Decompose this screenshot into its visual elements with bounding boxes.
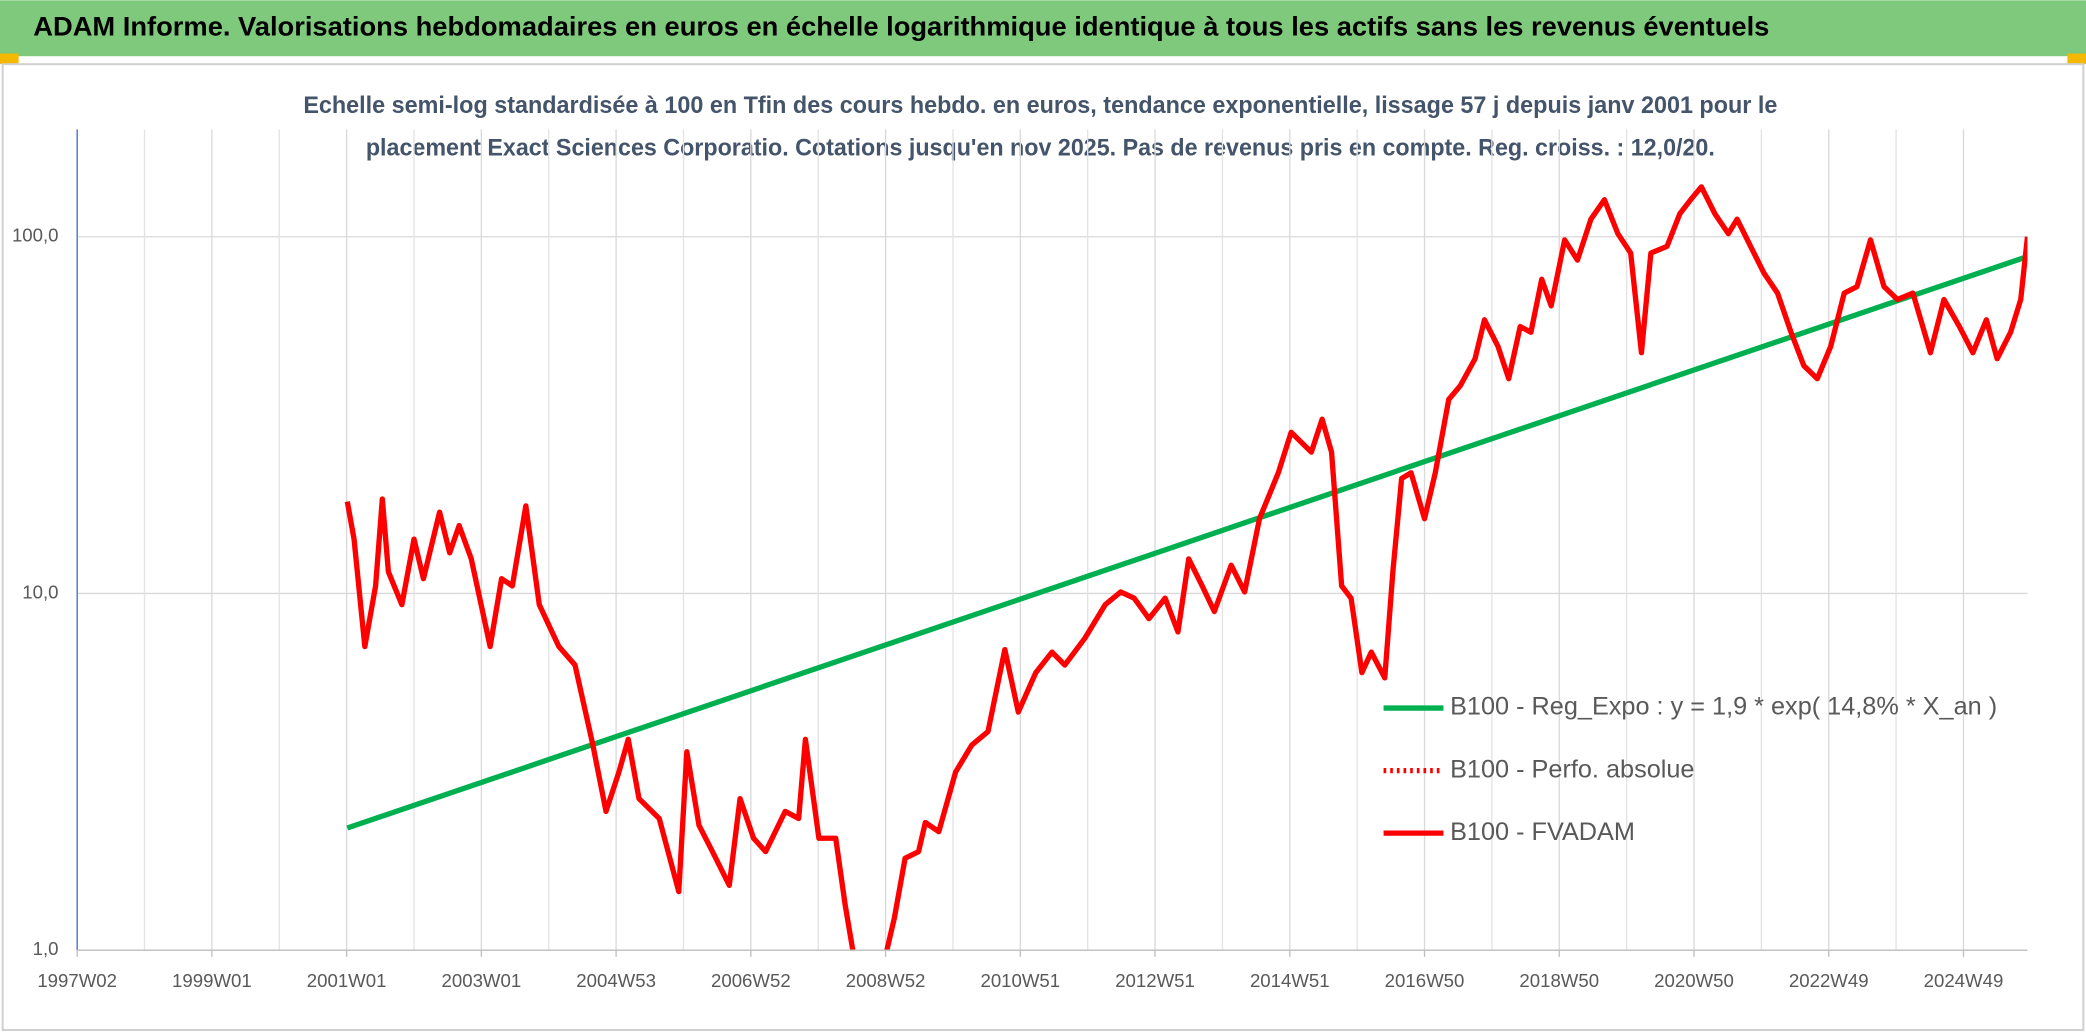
x-tick-label: 2001W01 xyxy=(307,970,387,991)
legend-label: B100 - Perfo. absolue xyxy=(1450,755,1694,783)
header-band xyxy=(0,0,2086,57)
corner-mark xyxy=(0,53,19,65)
x-tick-label: 2024W49 xyxy=(1924,970,2004,991)
y-tick-label: 100,0 xyxy=(12,225,59,246)
series-line xyxy=(346,254,2028,831)
x-tick-label: 2006W52 xyxy=(711,970,791,991)
plot-area xyxy=(344,184,2028,951)
x-tick-label: 1999W01 xyxy=(172,970,252,991)
x-tick-label: 2003W01 xyxy=(442,970,522,991)
x-tick-label: 2022W49 xyxy=(1789,970,1869,991)
legend-label: B100 - FVADAM xyxy=(1450,818,1635,846)
y-tick-label: 1,0 xyxy=(33,938,59,959)
y-tick-label: 10,0 xyxy=(22,581,58,602)
x-tick-label: 2004W53 xyxy=(576,970,656,991)
series-line xyxy=(344,184,2028,951)
x-tick-label: 2012W51 xyxy=(1115,970,1195,991)
x-tick-label: 2014W51 xyxy=(1250,970,1330,991)
x-tick-label: 1997W02 xyxy=(37,970,117,991)
axes: 1,0 10,0 100,0 1997W02 1999W01 2001W01 2003W01… xyxy=(12,129,2028,991)
legend-label: B100 - Reg_Expo : y = 1,9 * exp( 14,8% *… xyxy=(1450,693,1997,721)
x-tick-label: 2016W50 xyxy=(1385,970,1465,991)
x-tick-label: 2008W52 xyxy=(846,970,926,991)
corner-mark xyxy=(2067,53,2086,65)
subtitle: placement Exact Sciences Corporatio. Cot… xyxy=(366,135,1715,162)
x-tick-label: 2010W51 xyxy=(980,970,1060,991)
legend: B100 - Reg_Expo : y = 1,9 * exp( 14,8% *… xyxy=(1383,693,1997,846)
chart-border xyxy=(1,63,2085,1032)
subtitle: Echelle semi-log standardisée à 100 en T… xyxy=(303,92,1777,119)
x-tick-label: 2020W50 xyxy=(1654,970,1734,991)
x-tick-label: 2018W50 xyxy=(1519,970,1599,991)
header-title: ADAM Informe. Valorisations hebdomadaire… xyxy=(33,11,1769,41)
